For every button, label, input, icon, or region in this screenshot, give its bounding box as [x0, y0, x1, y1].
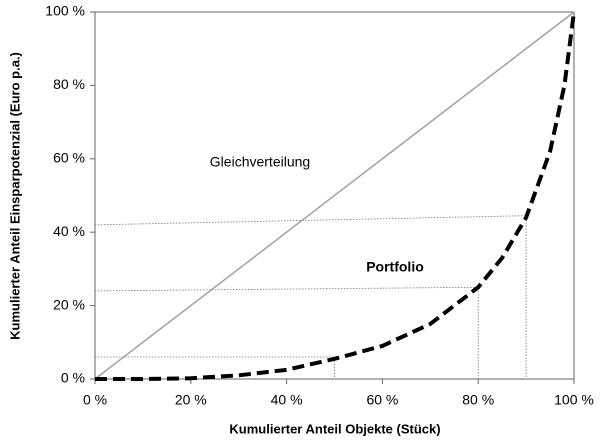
- series-line: [94, 11, 575, 380]
- reference-line: [94, 286, 479, 379]
- x-tick-label: 20 %: [175, 392, 207, 408]
- y-tick-label: 0 %: [61, 370, 85, 386]
- x-axis-title: Kumulierter Anteil Objekte (Stück): [229, 421, 440, 436]
- y-tick-label: 100 %: [45, 3, 85, 19]
- x-tick-label: 60 %: [366, 392, 398, 408]
- series-line: [95, 11, 576, 381]
- x-tick-label: 0 %: [83, 392, 107, 408]
- series-label: Portfolio: [366, 259, 424, 275]
- x-tick-label: 40 %: [271, 392, 303, 408]
- y-axis-title: Kumulierter Anteil Einsparpotenzial (Eur…: [7, 52, 22, 340]
- series-label: Gleichverteilung: [210, 154, 310, 170]
- x-tick-label: 80 %: [462, 392, 494, 408]
- y-tick-label: 80 %: [53, 76, 85, 92]
- reference-line: [94, 215, 527, 379]
- y-tick-label: 60 %: [53, 150, 85, 166]
- x-tick-label: 100 %: [554, 392, 594, 408]
- y-tick-label: 20 %: [53, 296, 85, 312]
- y-tick-label: 40 %: [53, 223, 85, 239]
